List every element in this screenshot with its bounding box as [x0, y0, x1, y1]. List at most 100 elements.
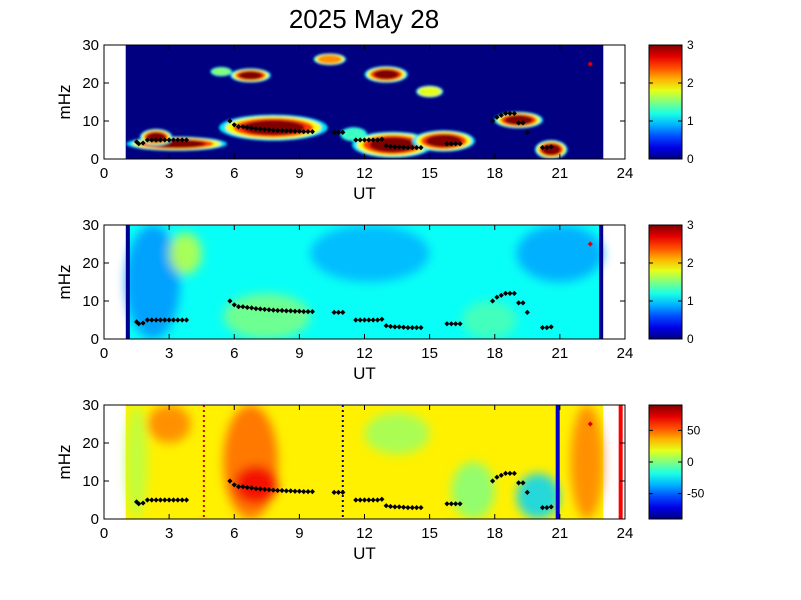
data-point: [170, 317, 177, 323]
x-tick-label: 15: [421, 525, 438, 542]
y-tick-label: 10: [82, 113, 99, 130]
data-point: [133, 499, 140, 505]
data-point: [544, 145, 550, 151]
data-point: [361, 137, 368, 143]
data-point: [357, 317, 363, 323]
data-point: [266, 127, 272, 133]
colorbar-tick-label: 1: [687, 114, 694, 128]
data-point: [520, 480, 526, 486]
data-point: [275, 127, 281, 134]
data-point: [227, 118, 233, 124]
y-tick-label: 20: [82, 255, 99, 272]
data-point: [524, 129, 530, 135]
data-point: [309, 309, 315, 315]
data-point: [231, 482, 237, 488]
data-point: [136, 141, 142, 147]
colorbar-tick-label: 50: [687, 423, 701, 437]
colorbar-gradient: [648, 404, 683, 520]
data-point: [539, 325, 546, 331]
data-point: [262, 126, 268, 132]
data-point: [511, 470, 517, 476]
data-point: [231, 302, 237, 308]
data-point: [235, 484, 242, 490]
data-point: [157, 317, 164, 323]
colorbar-tick-label: 0: [687, 152, 694, 166]
data-point: [140, 140, 146, 146]
data-point: [366, 137, 372, 143]
data-point: [249, 125, 255, 131]
data-point: [548, 504, 554, 510]
data-point: [249, 485, 255, 491]
data-point: [494, 114, 500, 120]
data-point: [507, 470, 513, 476]
data-point: [166, 137, 172, 143]
colorbar: 0 1 2 3: [648, 38, 694, 166]
data-point: [340, 489, 346, 495]
data-point: [175, 497, 181, 503]
pulsation-markers: [133, 241, 593, 331]
heatmap-cell: [345, 130, 362, 139]
x-tick-label: 18: [486, 165, 503, 182]
colorbar-tick-label: 3: [687, 38, 694, 52]
data-point: [457, 141, 463, 147]
x-tick-label: 0: [100, 345, 108, 362]
data-point: [262, 486, 268, 492]
data-point: [448, 141, 454, 147]
heatmap-cell: [462, 301, 517, 339]
data-point: [149, 497, 155, 503]
heatmap-features: [125, 225, 604, 339]
data-point: [183, 137, 190, 143]
heatmap-cell: [169, 232, 202, 275]
data-point: [235, 124, 242, 130]
data-point: [253, 306, 259, 312]
data-point: [292, 308, 298, 314]
data-point: [136, 321, 142, 327]
data-point: [516, 300, 522, 306]
y-tick-label: 0: [91, 331, 99, 348]
x-tick-label: 24: [617, 345, 634, 362]
colorbar-tick-label: 0: [687, 455, 694, 469]
data-point: [283, 308, 289, 314]
data-point: [392, 324, 398, 330]
data-point: [244, 304, 250, 311]
data-point: [331, 129, 337, 135]
y-axis-label: mHz: [55, 445, 74, 480]
data-point: [587, 241, 593, 247]
data-point: [507, 290, 513, 296]
heatmap-cell: [516, 473, 560, 519]
data-point: [392, 504, 398, 510]
data-point: [275, 307, 281, 314]
data-point: [392, 144, 398, 150]
data-point: [516, 120, 522, 126]
x-tick-label: 12: [356, 525, 373, 542]
x-tick-label: 9: [295, 345, 303, 362]
data-point: [361, 317, 368, 323]
data-point: [249, 305, 255, 311]
data-point: [305, 489, 311, 495]
data-point: [292, 488, 298, 494]
data-point: [227, 298, 233, 304]
data-point: [587, 421, 593, 427]
data-point: [162, 317, 168, 323]
x-tick-label: 18: [486, 345, 503, 362]
data-point: [353, 317, 359, 323]
y-tick-label: 0: [91, 151, 99, 168]
data-point: [548, 324, 554, 330]
data-point: [309, 129, 315, 135]
x-axis-label: UT: [353, 364, 376, 383]
data-point: [494, 294, 500, 300]
y-axis-label: mHz: [55, 85, 74, 120]
heatmap-cell: [147, 405, 191, 443]
data-point: [166, 317, 172, 323]
heatmap-cell: [373, 69, 399, 80]
heatmap-cell: [125, 405, 148, 519]
x-tick-label: 6: [230, 165, 238, 182]
data-point: [144, 137, 151, 143]
data-point: [170, 137, 177, 143]
data-point: [444, 321, 450, 327]
data-point: [383, 323, 389, 329]
data-point: [227, 478, 233, 484]
x-tick-label: 6: [230, 345, 238, 362]
